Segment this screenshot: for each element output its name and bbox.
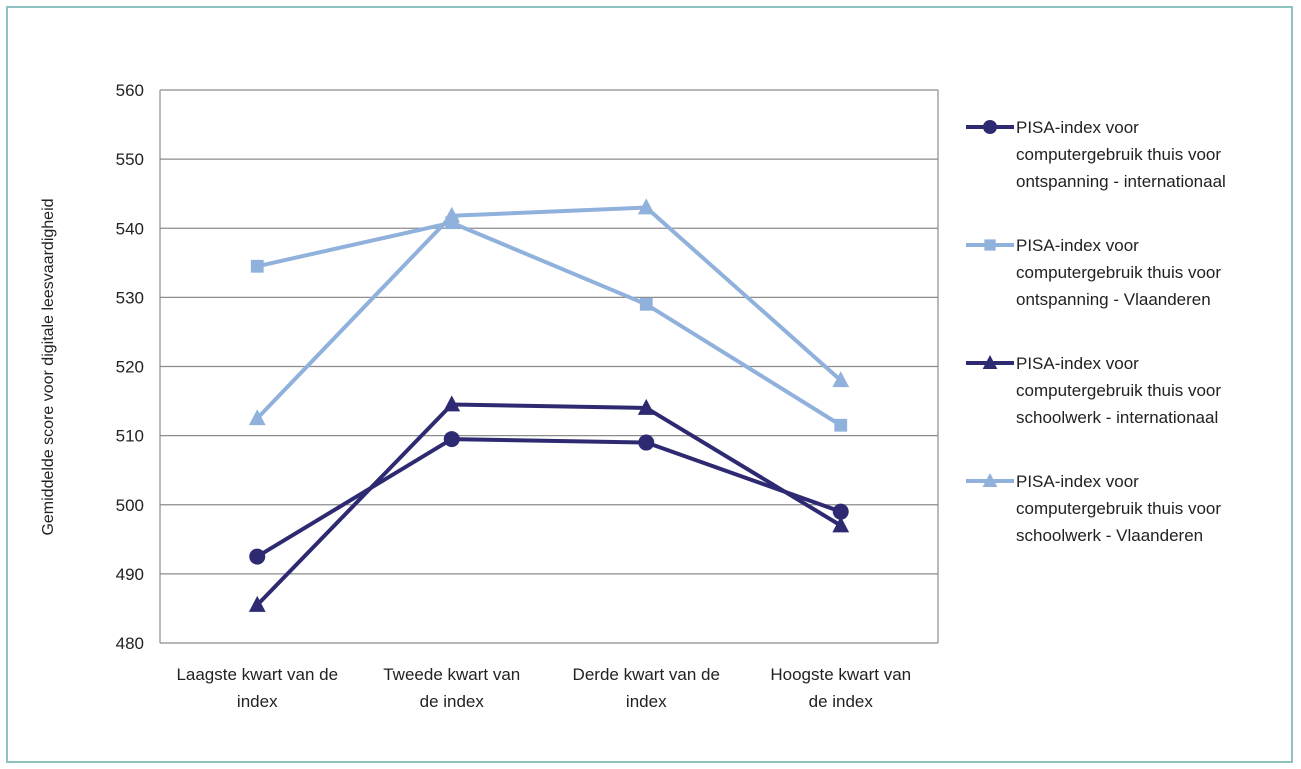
- legend-marker: [984, 239, 996, 251]
- legend-label: schoolwerk - internationaal: [1016, 408, 1218, 427]
- data-point: [638, 434, 655, 451]
- legend-label: PISA-index voor: [1016, 236, 1139, 255]
- data-point: [443, 431, 460, 448]
- data-point: [249, 548, 266, 565]
- legend-label: computergebruik thuis voor: [1016, 499, 1221, 518]
- chart-frame: [6, 6, 1293, 763]
- y-tick-label: 540: [116, 219, 144, 238]
- data-point: [443, 206, 461, 223]
- legend-label: computergebruik thuis voor: [1016, 381, 1221, 400]
- legend-marker: [983, 120, 997, 134]
- x-category-label: Hoogste kwart van: [770, 665, 911, 684]
- x-category-label: de index: [420, 692, 485, 711]
- grid-lines: [159, 89, 939, 644]
- data-point: [248, 595, 266, 612]
- data-point: [834, 418, 848, 432]
- data-point: [832, 371, 850, 388]
- data-point: [443, 395, 461, 412]
- x-category-label: Derde kwart van de: [573, 665, 720, 684]
- y-axis-label: Gemiddelde score voor digitale leesvaard…: [40, 198, 57, 535]
- data-point: [248, 409, 266, 426]
- series-1: [249, 431, 849, 565]
- x-category-label: index: [237, 692, 278, 711]
- data-point: [250, 259, 264, 273]
- legend-label: computergebruik thuis voor: [1016, 263, 1221, 282]
- legend-entry-1: PISA-index voor computergebruik thuis voo…: [966, 118, 1226, 191]
- legend-marker: [982, 473, 998, 487]
- data-point: [637, 198, 655, 215]
- data-point: [832, 516, 850, 533]
- series-line: [256, 437, 842, 559]
- y-tick-label: 520: [116, 358, 144, 377]
- legend-entry-2: PISA-index voor computergebruik thuis voo…: [966, 236, 1221, 309]
- x-category-labels: Laagste kwart van de index Tweede kwart va…: [176, 665, 911, 711]
- series-4: [248, 198, 850, 426]
- legend-entry-4: PISA-index voor computergebruik thuis voo…: [966, 472, 1221, 545]
- legend-label: ontspanning - internationaal: [1016, 172, 1226, 191]
- x-category-label: de index: [809, 692, 874, 711]
- x-category-label: Tweede kwart van: [383, 665, 520, 684]
- data-point: [832, 503, 849, 520]
- y-tick-label: 560: [116, 81, 144, 100]
- y-tick-label: 530: [116, 288, 144, 307]
- series-line: [255, 205, 843, 420]
- data-point: [637, 398, 655, 415]
- legend-label: computergebruik thuis voor: [1016, 145, 1221, 164]
- series-line: [255, 402, 842, 607]
- legend-label: ontspanning - Vlaanderen: [1016, 290, 1211, 309]
- legend-label: PISA-index voor: [1016, 354, 1139, 373]
- y-tick-label: 550: [116, 150, 144, 169]
- series-line: [256, 220, 842, 427]
- legend-label: PISA-index voor: [1016, 472, 1139, 491]
- legend-label: PISA-index voor: [1016, 118, 1139, 137]
- data-point: [639, 297, 653, 311]
- x-category-label: Laagste kwart van de: [176, 665, 338, 684]
- legend-entry-3: PISA-index voor computergebruik thuis voo…: [966, 354, 1221, 427]
- legend-label: schoolwerk - Vlaanderen: [1016, 526, 1203, 545]
- y-tick-label: 490: [116, 565, 144, 584]
- y-tick-labels: 480 490 500 510 520 530 540 550 560: [116, 81, 144, 653]
- legend: PISA-index voor computergebruik thuis voo…: [966, 118, 1226, 545]
- series-3: [248, 395, 850, 612]
- y-tick-label: 500: [116, 496, 144, 515]
- y-tick-label: 510: [116, 427, 144, 446]
- series-2: [250, 216, 848, 432]
- legend-marker: [982, 355, 998, 369]
- x-category-label: index: [626, 692, 667, 711]
- y-tick-label: 480: [116, 634, 144, 653]
- series-lines: [248, 198, 850, 612]
